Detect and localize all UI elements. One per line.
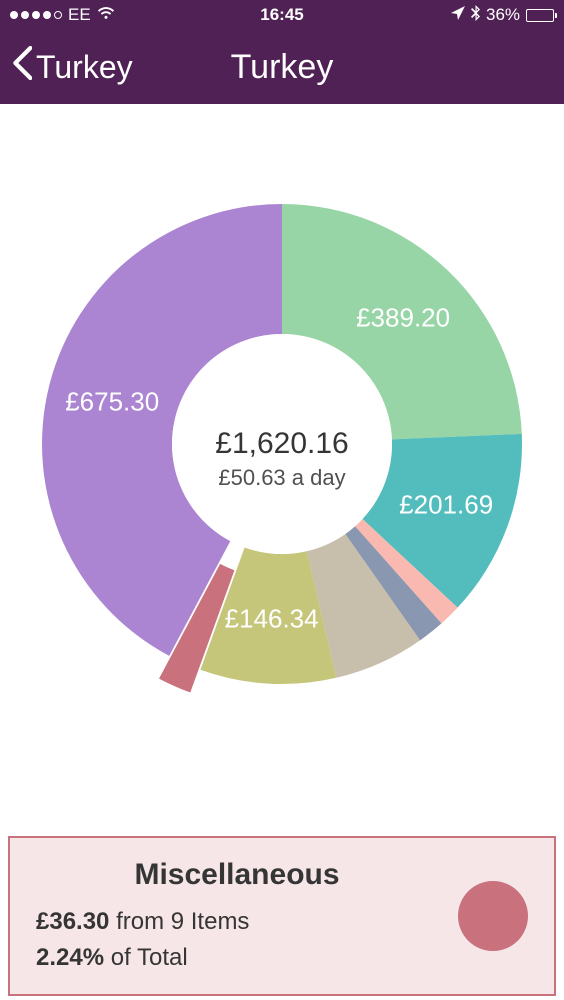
detail-percent: 2.24% [36,944,104,971]
wifi-icon [97,5,115,25]
status-right: 36% [304,5,554,26]
status-bar: EE 16:45 36% [0,0,564,30]
chevron-left-icon [12,46,32,88]
carrier-label: EE [68,5,91,25]
chart-perday-label: £50.63 a day [215,465,348,491]
status-left: EE [10,5,260,25]
detail-percent-line: 2.24% of Total [36,940,438,976]
detail-title: Miscellaneous [36,858,438,892]
battery-icon [526,9,554,22]
signal-strength-icon [10,11,62,19]
detail-of-total-text: of Total [104,944,188,971]
detail-amount: £36.30 [36,908,109,935]
nav-bar: Turkey Turkey [0,30,564,104]
category-detail-card[interactable]: Miscellaneous £36.30 from 9 Items 2.24% … [8,836,556,996]
chart-total-label: £1,620.16 [215,427,348,461]
bluetooth-icon [471,5,480,26]
location-icon [451,5,465,25]
back-button[interactable]: Turkey [12,46,133,88]
donut-chart[interactable]: £1,620.16 £50.63 a day £389.20£201.69£14… [0,104,564,824]
detail-items-text: from 9 Items [109,908,249,935]
chart-center: £1,620.16 £50.63 a day [215,427,348,491]
detail-text: Miscellaneous £36.30 from 9 Items 2.24% … [36,858,438,974]
detail-amount-line: £36.30 from 9 Items [36,904,438,940]
category-color-swatch [458,881,528,951]
battery-percent-label: 36% [486,5,520,25]
back-label: Turkey [36,49,133,86]
clock-label: 16:45 [260,5,303,25]
